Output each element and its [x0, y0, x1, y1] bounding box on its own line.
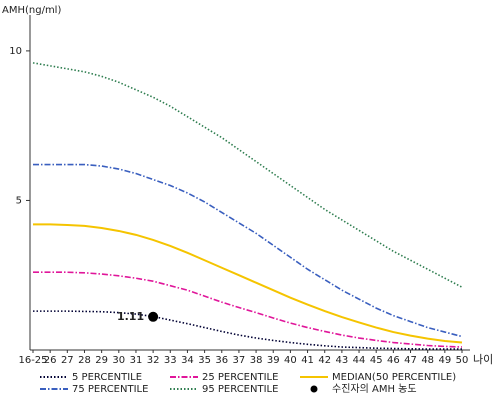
x-tick-label: 48 [421, 355, 434, 366]
legend-label: MEDIAN(50 PERCENTILE) [332, 372, 456, 383]
series-line [32, 62, 463, 288]
legend-swatch [310, 385, 318, 393]
legend-label: 95 PERCENTILE [202, 384, 278, 395]
patient-value-label: 1.11 [117, 310, 144, 323]
x-tick-label: 43 [336, 355, 349, 366]
x-tick-label: 28 [78, 355, 91, 366]
y-tick-label: 10 [9, 46, 22, 57]
legend-label: 5 PERCENTILE [72, 372, 142, 383]
x-tick-label: 36 [215, 355, 228, 366]
legend-label: 수진자의 AMH 농도 [332, 383, 417, 395]
x-tick-label: 31 [130, 355, 143, 366]
x-tick-label: 44 [353, 355, 366, 366]
x-tick-label: 35 [198, 355, 211, 366]
y-tick-label: 5 [16, 195, 22, 206]
x-tick-label: 34 [181, 355, 194, 366]
x-tick-label: 27 [61, 355, 74, 366]
x-axis-label: 나이 [473, 353, 493, 366]
legend-label: 75 PERCENTILE [72, 384, 148, 395]
legend-label: 25 PERCENTILE [202, 372, 278, 383]
series-line [33, 163, 463, 338]
x-tick-label: 49 [438, 355, 451, 366]
x-tick-label: 47 [404, 355, 417, 366]
x-tick-label: 42 [318, 355, 331, 366]
series-line [33, 223, 463, 344]
x-tick-label: 30 [112, 355, 125, 366]
x-tick-label: 46 [387, 355, 400, 366]
x-tick-label: 45 [370, 355, 383, 366]
x-tick-label: 39 [267, 355, 280, 366]
x-tick-label: 26 [44, 355, 57, 366]
x-tick-label: 37 [233, 355, 246, 366]
y-axis-label: AMH(ng/ml) [2, 5, 61, 16]
series-line [33, 271, 463, 348]
series-line [33, 310, 462, 350]
x-tick-label: 32 [147, 355, 160, 366]
x-tick-label: 40 [284, 355, 297, 366]
x-tick-label: 41 [301, 355, 314, 366]
x-tick-label: 16-25 [18, 355, 47, 366]
x-tick-label: 29 [95, 355, 108, 366]
x-tick-label: 50 [456, 355, 469, 366]
x-tick-label: 38 [250, 355, 263, 366]
patient-point [148, 311, 159, 322]
x-tick-label: 33 [164, 355, 177, 366]
